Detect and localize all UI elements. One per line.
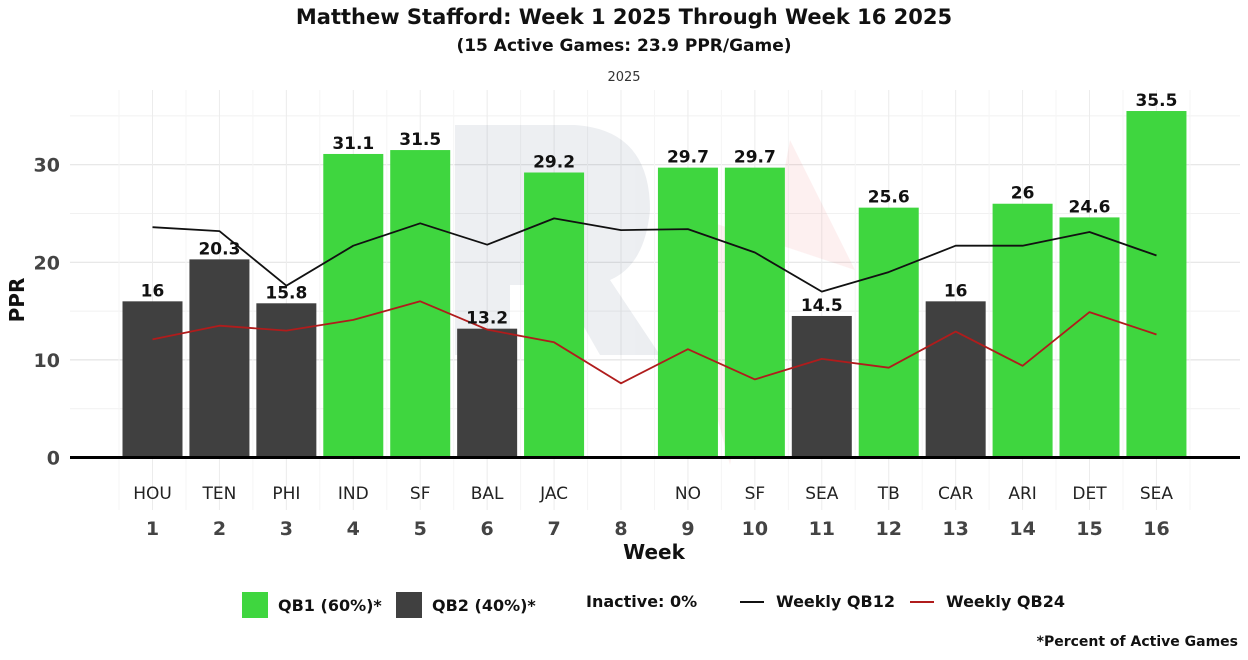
legend-qb1-swatch: [242, 592, 268, 618]
bar-value-label: 31.5: [399, 130, 441, 150]
opponent-label: BAL: [471, 484, 504, 504]
bar-week-16: [1126, 111, 1187, 458]
bar-week-2: [189, 259, 250, 458]
legend-qb24: Weekly QB24: [910, 592, 1065, 611]
x-tick-label: 4: [347, 518, 360, 540]
x-tick-label: 13: [942, 518, 968, 540]
x-tick-label: 8: [614, 518, 627, 540]
legend: QB1 (60%)* QB2 (40%)* Inactive: 0% Weekl…: [0, 592, 1248, 620]
bar-week-4: [323, 153, 384, 458]
chart-subtitle: (15 Active Games: 23.9 PPR/Game): [456, 36, 792, 56]
bar-week-7: [524, 172, 585, 458]
y-axis-label: PPR: [5, 278, 29, 323]
line-weekly-qb12: [152, 217, 1157, 293]
opponent-label: ARI: [1008, 484, 1036, 504]
facet-label: 2025: [607, 70, 641, 85]
opponent-label: TB: [877, 484, 900, 504]
y-tick-label: 0: [47, 448, 60, 470]
bar-value-label: 24.6: [1069, 197, 1111, 217]
bar-value-label: 16: [141, 281, 165, 301]
opponent-label: NO: [675, 484, 701, 504]
opponent-label: PHI: [272, 484, 300, 504]
bar-week-13: [925, 301, 986, 458]
legend-qb24-line: [910, 600, 934, 603]
x-tick-label: 16: [1143, 518, 1169, 540]
legend-qb2-swatch: [396, 592, 422, 618]
legend-qb2-label: QB2 (40%)*: [432, 595, 536, 615]
bar-value-label: 15.8: [265, 283, 307, 303]
opponent-label: CAR: [938, 484, 973, 504]
legend-inactive: Inactive: 0%: [586, 592, 697, 611]
x-tick-label: 15: [1076, 518, 1102, 540]
opponent-label: SF: [410, 484, 431, 504]
x-tick-label: 6: [481, 518, 494, 540]
opponent-label: JAC: [539, 484, 568, 504]
opponent-label: SEA: [805, 484, 839, 504]
opponent-label: HOU: [133, 484, 172, 504]
bar-value-label: 14.5: [801, 296, 843, 316]
x-tick-label: 1: [146, 518, 159, 540]
legend-qb24-label: Weekly QB24: [946, 592, 1065, 611]
y-tick-label: 30: [34, 155, 60, 177]
x-axis-label: Week: [623, 540, 685, 564]
bar-value-label: 35.5: [1135, 91, 1177, 111]
bar-week-15: [1059, 217, 1120, 458]
bar-value-label: 31.1: [332, 134, 374, 154]
x-tick-label: 2: [213, 518, 226, 540]
bar-value-label: 29.7: [667, 148, 709, 168]
y-tick-label: 20: [34, 252, 60, 274]
footnote: *Percent of Active Games: [1036, 634, 1238, 650]
legend-qb2: QB2 (40%)*: [396, 592, 536, 618]
labels-layer: 16 20.3 15.8 31.1 31.5 13.2 29.2 29.7 29.7 14.5 25…: [141, 91, 1178, 329]
bar-value-label: 20.3: [198, 239, 240, 259]
bar-value-label: 29.2: [533, 153, 575, 173]
x-tick-label: 7: [547, 518, 560, 540]
x-tick-label: 14: [1009, 518, 1035, 540]
lines-layer: [152, 217, 1157, 385]
x-tick-label: 9: [681, 518, 694, 540]
bar-week-11: [791, 315, 852, 458]
legend-inactive-label: Inactive: 0%: [586, 592, 698, 611]
bar-value-label: 16: [944, 281, 968, 301]
legend-qb1-label: QB1 (60%)*: [278, 595, 382, 615]
x-tick-label: 11: [809, 518, 835, 540]
legend-qb1: QB1 (60%)*: [242, 592, 382, 618]
legend-qb12-label: Weekly QB12: [776, 592, 895, 611]
line-weekly-qb24: [152, 300, 1157, 385]
bar-week-10: [724, 167, 785, 458]
x-tick-label: 10: [742, 518, 768, 540]
x-tick-label: 5: [414, 518, 427, 540]
bar-week-5: [390, 150, 451, 458]
opponent-label: TEN: [202, 484, 237, 504]
bar-week-12: [858, 207, 919, 458]
opponent-label: DET: [1072, 484, 1107, 504]
bar-week-9: [657, 167, 718, 458]
bar-week-1: [122, 301, 183, 458]
legend-qb12: Weekly QB12: [740, 592, 895, 611]
x-tick-label: 12: [876, 518, 902, 540]
bar-value-label: 26: [1011, 184, 1035, 204]
bar-value-label: 25.6: [868, 188, 910, 208]
opponent-label: IND: [338, 484, 369, 504]
bar-week-6: [457, 328, 518, 458]
y-tick-label: 10: [34, 350, 60, 372]
opponent-label: SEA: [1140, 484, 1174, 504]
x-tick-label: 3: [280, 518, 293, 540]
bar-value-label: 29.7: [734, 148, 776, 168]
chart-title: Matthew Stafford: Week 1 2025 Through We…: [295, 5, 953, 29]
legend-qb12-line: [740, 600, 764, 603]
axes-layer: 0 10 20 30 HOU 1 TEN 2 PHI 3 IND 4 SF 5 BAL 6 JAC 7 8 NO 9 SF…: [34, 155, 1240, 540]
bar-value-label: 13.2: [466, 309, 508, 329]
opponent-label: SF: [745, 484, 766, 504]
